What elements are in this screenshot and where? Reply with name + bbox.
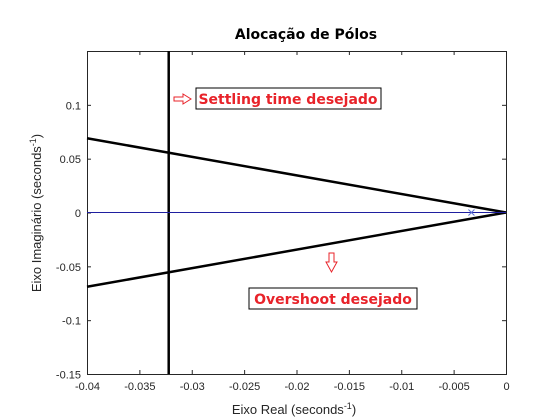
settling-time-annotation: Settling time desejado: [173, 87, 382, 110]
y-tick-label: -0.15: [56, 370, 81, 382]
series-line-1: [86, 211, 507, 289]
y-axis: -0.15 -0.1 -0.05 0 0.05 0.1: [56, 100, 506, 382]
y-tick-label: -0.05: [56, 262, 81, 274]
settling-time-label: Settling time desejado: [198, 92, 377, 108]
y-tick-label: 0.1: [66, 100, 81, 112]
x-tick-label: -0.005: [439, 381, 470, 393]
x-tick-label: -0.015: [334, 381, 365, 393]
x-axis-label: Eixo Real (seconds-1): [232, 401, 356, 417]
overshoot-box: [248, 287, 418, 310]
x-tick-label: -0.02: [284, 381, 309, 393]
settling-time-box: [195, 87, 382, 110]
y-tick-label: 0: [75, 208, 81, 220]
pole-marker: [468, 209, 475, 216]
overshoot-annotation: Overshoot desejado: [248, 252, 418, 310]
pole-markers: [468, 209, 475, 216]
overshoot-label: Overshoot desejado: [254, 292, 412, 308]
x-tick-label: -0.04: [75, 381, 100, 393]
x-tick-label: 0: [503, 381, 509, 393]
x-axis: -0.04 -0.035 -0.03 -0.025 -0.02 -0.015 -0.01 -0…: [75, 51, 510, 393]
y-tick-label: 0.05: [60, 154, 81, 166]
series-line-0: [86, 136, 507, 214]
y-tick-label: -0.1: [62, 316, 81, 328]
y-axis-label: Eixo Imaginário (seconds-1): [28, 134, 44, 292]
chart-title: Alocação de Pólos: [235, 27, 377, 43]
x-tick-label: -0.025: [229, 381, 260, 393]
series-layer: [86, 51, 507, 374]
x-tick-label: -0.01: [389, 381, 414, 393]
x-tick-label: -0.035: [124, 381, 155, 393]
x-tick-label: -0.03: [180, 381, 205, 393]
arrow-right-icon: [173, 93, 192, 105]
arrow-down-icon: [325, 252, 338, 274]
